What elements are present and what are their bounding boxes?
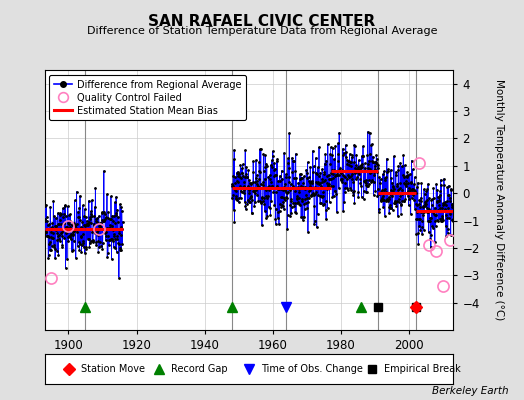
Text: Difference of Station Temperature Data from Regional Average: Difference of Station Temperature Data f… xyxy=(87,26,437,36)
Text: SAN RAFAEL CIVIC CENTER: SAN RAFAEL CIVIC CENTER xyxy=(148,14,376,29)
Text: Berkeley Earth: Berkeley Earth xyxy=(432,386,508,396)
Text: Station Move: Station Move xyxy=(81,364,145,374)
Y-axis label: Monthly Temperature Anomaly Difference (°C): Monthly Temperature Anomaly Difference (… xyxy=(494,79,504,321)
Legend: Difference from Regional Average, Quality Control Failed, Estimated Station Mean: Difference from Regional Average, Qualit… xyxy=(49,75,246,120)
Text: Empirical Break: Empirical Break xyxy=(384,364,461,374)
Text: Record Gap: Record Gap xyxy=(171,364,228,374)
Text: Time of Obs. Change: Time of Obs. Change xyxy=(261,364,363,374)
